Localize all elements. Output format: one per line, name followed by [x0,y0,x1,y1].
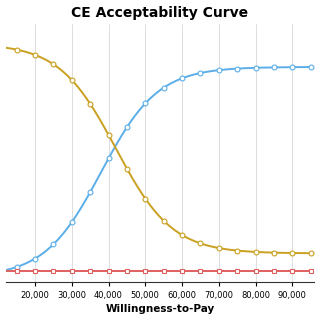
Title: CE Acceptability Curve: CE Acceptability Curve [71,5,249,20]
X-axis label: Willingness-to-Pay: Willingness-to-Pay [105,304,215,315]
